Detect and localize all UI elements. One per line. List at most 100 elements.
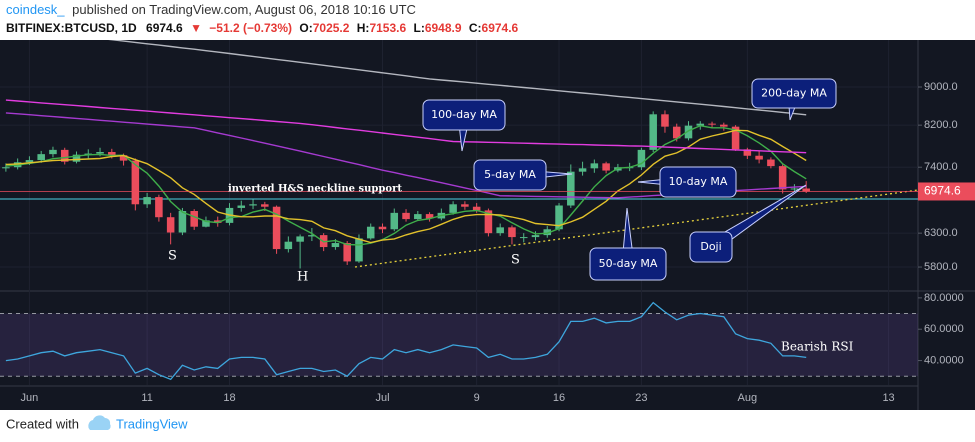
candle-body — [602, 163, 610, 171]
last-price: 6974.6 — [146, 21, 183, 35]
ohlc-value: 6974.6 — [482, 21, 519, 35]
callout-label: 100-day MA — [431, 108, 497, 121]
callout-label: 10-day MA — [669, 175, 728, 188]
callout-box — [689, 231, 733, 263]
last-price-box — [918, 182, 975, 201]
candle-body — [496, 227, 504, 234]
candle-body — [755, 155, 763, 160]
candle-body — [461, 204, 469, 207]
candle-body — [743, 149, 752, 156]
y-tick-label: 80.0000 — [924, 292, 964, 304]
candle-body — [590, 163, 599, 169]
candle-body — [555, 205, 563, 230]
ohlc-value: 6948.9 — [425, 21, 462, 35]
candle-body — [767, 159, 775, 167]
ohlc-value: 7025.2 — [313, 21, 350, 35]
candle-body — [649, 114, 657, 150]
candle-body — [802, 188, 810, 192]
candle-body — [143, 197, 151, 205]
x-tick-label: Aug — [738, 392, 758, 404]
candle-body — [296, 236, 304, 242]
header-line-2: BITFINEX:BTCUSD, 1D 6974.6 ▼ −51.2 (−0.7… — [6, 21, 519, 35]
candle-body — [37, 154, 45, 161]
change: −51.2 (−0.73%) — [209, 21, 292, 35]
candle-body — [390, 212, 399, 230]
symbol: BITFINEX:BTCUSD, 1D — [6, 21, 137, 35]
ohlc-label: O: — [299, 21, 312, 35]
candle-body — [790, 188, 799, 190]
callout-box — [473, 159, 547, 191]
candle-body — [202, 220, 210, 227]
ohlc-label: L: — [413, 21, 424, 35]
candle-body — [508, 227, 516, 238]
footer-bg — [0, 410, 975, 442]
x-tick-label: Jun — [21, 392, 39, 404]
candle-body — [178, 211, 187, 233]
candle-body — [684, 125, 693, 139]
candle-body — [531, 235, 540, 238]
line-series — [5, 124, 807, 246]
candle-body — [402, 212, 410, 220]
line-series — [5, 301, 807, 381]
candle-body — [543, 229, 552, 236]
candle-body — [731, 126, 740, 150]
candle-body — [237, 205, 246, 208]
candle-body — [378, 226, 387, 230]
published: published on TradingView.com, August 06,… — [72, 2, 416, 17]
header-bg — [0, 0, 975, 40]
candle-body — [425, 214, 434, 219]
candle-body — [720, 124, 728, 127]
candle-body — [119, 155, 128, 161]
candle-body — [449, 204, 457, 213]
x-tick-label: Jul — [375, 392, 389, 404]
callout-box — [422, 99, 506, 131]
last-price-label: 6974.6 — [924, 184, 961, 198]
candle-body — [60, 149, 69, 162]
y-tick-label: 5800.0 — [924, 261, 958, 273]
candle-body — [308, 235, 316, 237]
y-tick-label: 7400.0 — [924, 161, 958, 173]
candle-body — [519, 237, 528, 239]
candle-body — [472, 206, 481, 211]
candle-body — [284, 241, 293, 250]
ohlc-label: H: — [357, 21, 370, 35]
annotation: inverted H&S neckline support — [228, 184, 402, 195]
y-tick-label: 6300.0 — [924, 227, 958, 239]
candle-body — [343, 243, 351, 262]
candle-body — [672, 126, 681, 139]
callout-label: Doji — [700, 240, 721, 253]
line-series — [5, 99, 807, 154]
candle-body — [25, 160, 34, 163]
candle-body — [49, 149, 57, 155]
x-tick-label: 16 — [553, 392, 565, 404]
callout-label: 200-day MA — [761, 87, 827, 100]
x-tick-label: 13 — [882, 392, 894, 404]
rsi-band — [0, 313, 918, 377]
footer-brand[interactable]: TradingView — [116, 416, 188, 431]
candle-body — [578, 168, 587, 172]
candle-body — [272, 206, 281, 250]
candle-body — [131, 160, 140, 205]
candle-body — [637, 149, 646, 168]
annotation: Bearish RSI — [781, 340, 854, 354]
annotation: S — [511, 253, 520, 268]
line-series — [5, 129, 807, 244]
callout-box — [659, 166, 737, 198]
annotation: S — [168, 249, 177, 264]
candle-body — [661, 114, 669, 127]
candle-body — [96, 151, 104, 154]
candle-body — [166, 217, 175, 233]
brand-logo — [88, 415, 111, 430]
ohlc-value: 7153.6 — [369, 21, 406, 35]
annotation: H — [297, 270, 308, 285]
candle-body — [190, 211, 198, 227]
candle-body — [108, 151, 116, 156]
callout-label: 50-day MA — [599, 257, 658, 270]
candle-body — [414, 214, 422, 220]
candle-body — [366, 226, 375, 239]
candle-body — [2, 167, 10, 169]
footer-created: Created with — [6, 416, 79, 431]
candle-body — [331, 243, 340, 248]
candle-body — [249, 204, 257, 206]
